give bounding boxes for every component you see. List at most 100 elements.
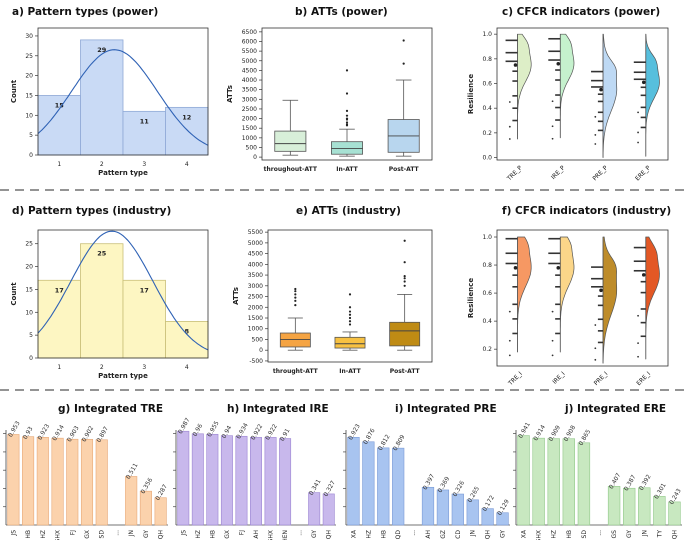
box: [331, 141, 363, 155]
bar: [206, 433, 219, 526]
outlier-point: [348, 310, 352, 313]
data-label: 0.243: [668, 487, 683, 506]
y-tick-label: 1000: [242, 135, 257, 142]
outlier-point: [294, 299, 297, 302]
bar: [496, 512, 509, 526]
data-label: 0.287: [154, 483, 169, 502]
y-tick-label: 5: [29, 132, 33, 139]
y-tick-label: 5000: [242, 58, 257, 65]
x-tick-label: 3: [142, 364, 146, 371]
violin-half: [645, 33, 660, 157]
bar: [451, 493, 464, 526]
bar: [607, 486, 621, 526]
bar: [362, 441, 375, 526]
bar: [322, 493, 335, 526]
x-tick-label: JN: [641, 530, 648, 537]
y-tick-label: 6000: [242, 38, 257, 45]
x-tick-label: AH: [253, 530, 260, 539]
y-tick-label: 0.8: [482, 262, 492, 269]
x-axis-label: Pattern type: [98, 169, 148, 177]
bar: [177, 430, 190, 526]
bar: [562, 438, 576, 526]
chart-i: i) Integrated PRE 0.923 XA 0.876 HZ 0.812 HB 0.…: [343, 403, 511, 539]
bar: [638, 487, 651, 526]
raw-point: [508, 310, 511, 313]
outlier-point: [345, 117, 349, 120]
y-tick-label: 30: [25, 33, 33, 40]
bar: [22, 436, 35, 526]
bar: [547, 438, 560, 526]
outlier-point: [348, 306, 352, 309]
x-tick-label: TRE_I: [507, 370, 524, 387]
x-tick-label: Post-ATT: [390, 368, 421, 375]
y-tick-label: 0.8: [482, 56, 492, 63]
raw-point: [594, 143, 597, 145]
raw-point: [637, 314, 639, 317]
x-tick-label: In-ATT: [336, 166, 358, 173]
bar: [122, 110, 166, 156]
bar: [517, 435, 530, 526]
y-tick-label: 0.0: [482, 155, 492, 162]
x-tick-label: QH: [485, 530, 492, 539]
box: [274, 130, 307, 152]
data-label: 0.172: [481, 494, 496, 513]
x-axis-label: Pattern type: [98, 372, 148, 380]
x-tick-label: PRE_P: [591, 164, 609, 182]
raw-point: [551, 354, 554, 357]
x-tick-label: ERE_I: [635, 370, 652, 387]
y-tick-label: 0: [29, 152, 33, 159]
outlier-point: [403, 280, 406, 283]
bar: [308, 492, 321, 526]
x-tick-label: SD: [581, 530, 588, 539]
bar: [66, 438, 79, 526]
y-tick-label: 25: [25, 241, 33, 248]
y-tick-label: 3500: [242, 87, 257, 94]
data-label: 0.301: [653, 482, 668, 501]
plot-frame: [267, 229, 433, 363]
data-label: 0.369: [437, 475, 452, 494]
violin-half: [517, 33, 532, 140]
bar: [466, 499, 479, 526]
outlier-point: [294, 293, 297, 296]
data-label: 0.876: [362, 427, 377, 446]
data-label: 0.341: [308, 478, 323, 497]
x-tick-label: 4: [185, 364, 189, 371]
chart-g: g) Integrated TRE0.953JS0.93HB0.923HZ0.9…: [3, 403, 169, 540]
data-label: 0.914: [51, 424, 66, 443]
y-axis-label: ATTs: [226, 85, 234, 103]
bar: [279, 438, 292, 526]
bar: [577, 442, 591, 526]
bar: [51, 437, 64, 526]
data-label: 11: [140, 117, 150, 125]
chart-title: c) CFCR indicators (power): [502, 6, 660, 18]
bar: [347, 437, 360, 526]
bar: [668, 501, 681, 526]
bar: [125, 476, 138, 526]
x-tick-label: throught-ATT: [273, 368, 319, 375]
bar: [165, 321, 209, 359]
x-tick-label: 2: [100, 364, 104, 371]
x-tick-label: XA: [521, 529, 528, 538]
data-label: 8: [184, 327, 189, 335]
y-tick-label: 0: [259, 347, 263, 354]
x-tick-label: PRE_I: [593, 370, 610, 387]
chart-title: j) Integrated ERE: [564, 403, 666, 415]
x-tick-label: QH: [326, 530, 333, 539]
chart-c: c) CFCR indicators (power) TRE_P IRE_P PRE_…: [467, 6, 669, 183]
raw-point: [508, 354, 511, 357]
x-tick-label: ...: [596, 530, 603, 536]
x-tick-label: TRE_P: [505, 164, 524, 183]
plot-frame: [37, 27, 209, 156]
y-tick-label: 4500: [242, 67, 257, 74]
y-tick-label: 1500: [248, 315, 263, 322]
data-label: 0.903: [66, 425, 81, 444]
plot-frame: [261, 27, 433, 161]
raw-point: [594, 115, 597, 118]
bar: [264, 437, 277, 526]
violin-half: [559, 236, 575, 353]
y-axis-label: Count: [10, 79, 18, 103]
y-tick-label: 0.4: [482, 105, 492, 112]
mean-point: [513, 63, 518, 67]
x-tick-label: 2: [100, 161, 104, 168]
